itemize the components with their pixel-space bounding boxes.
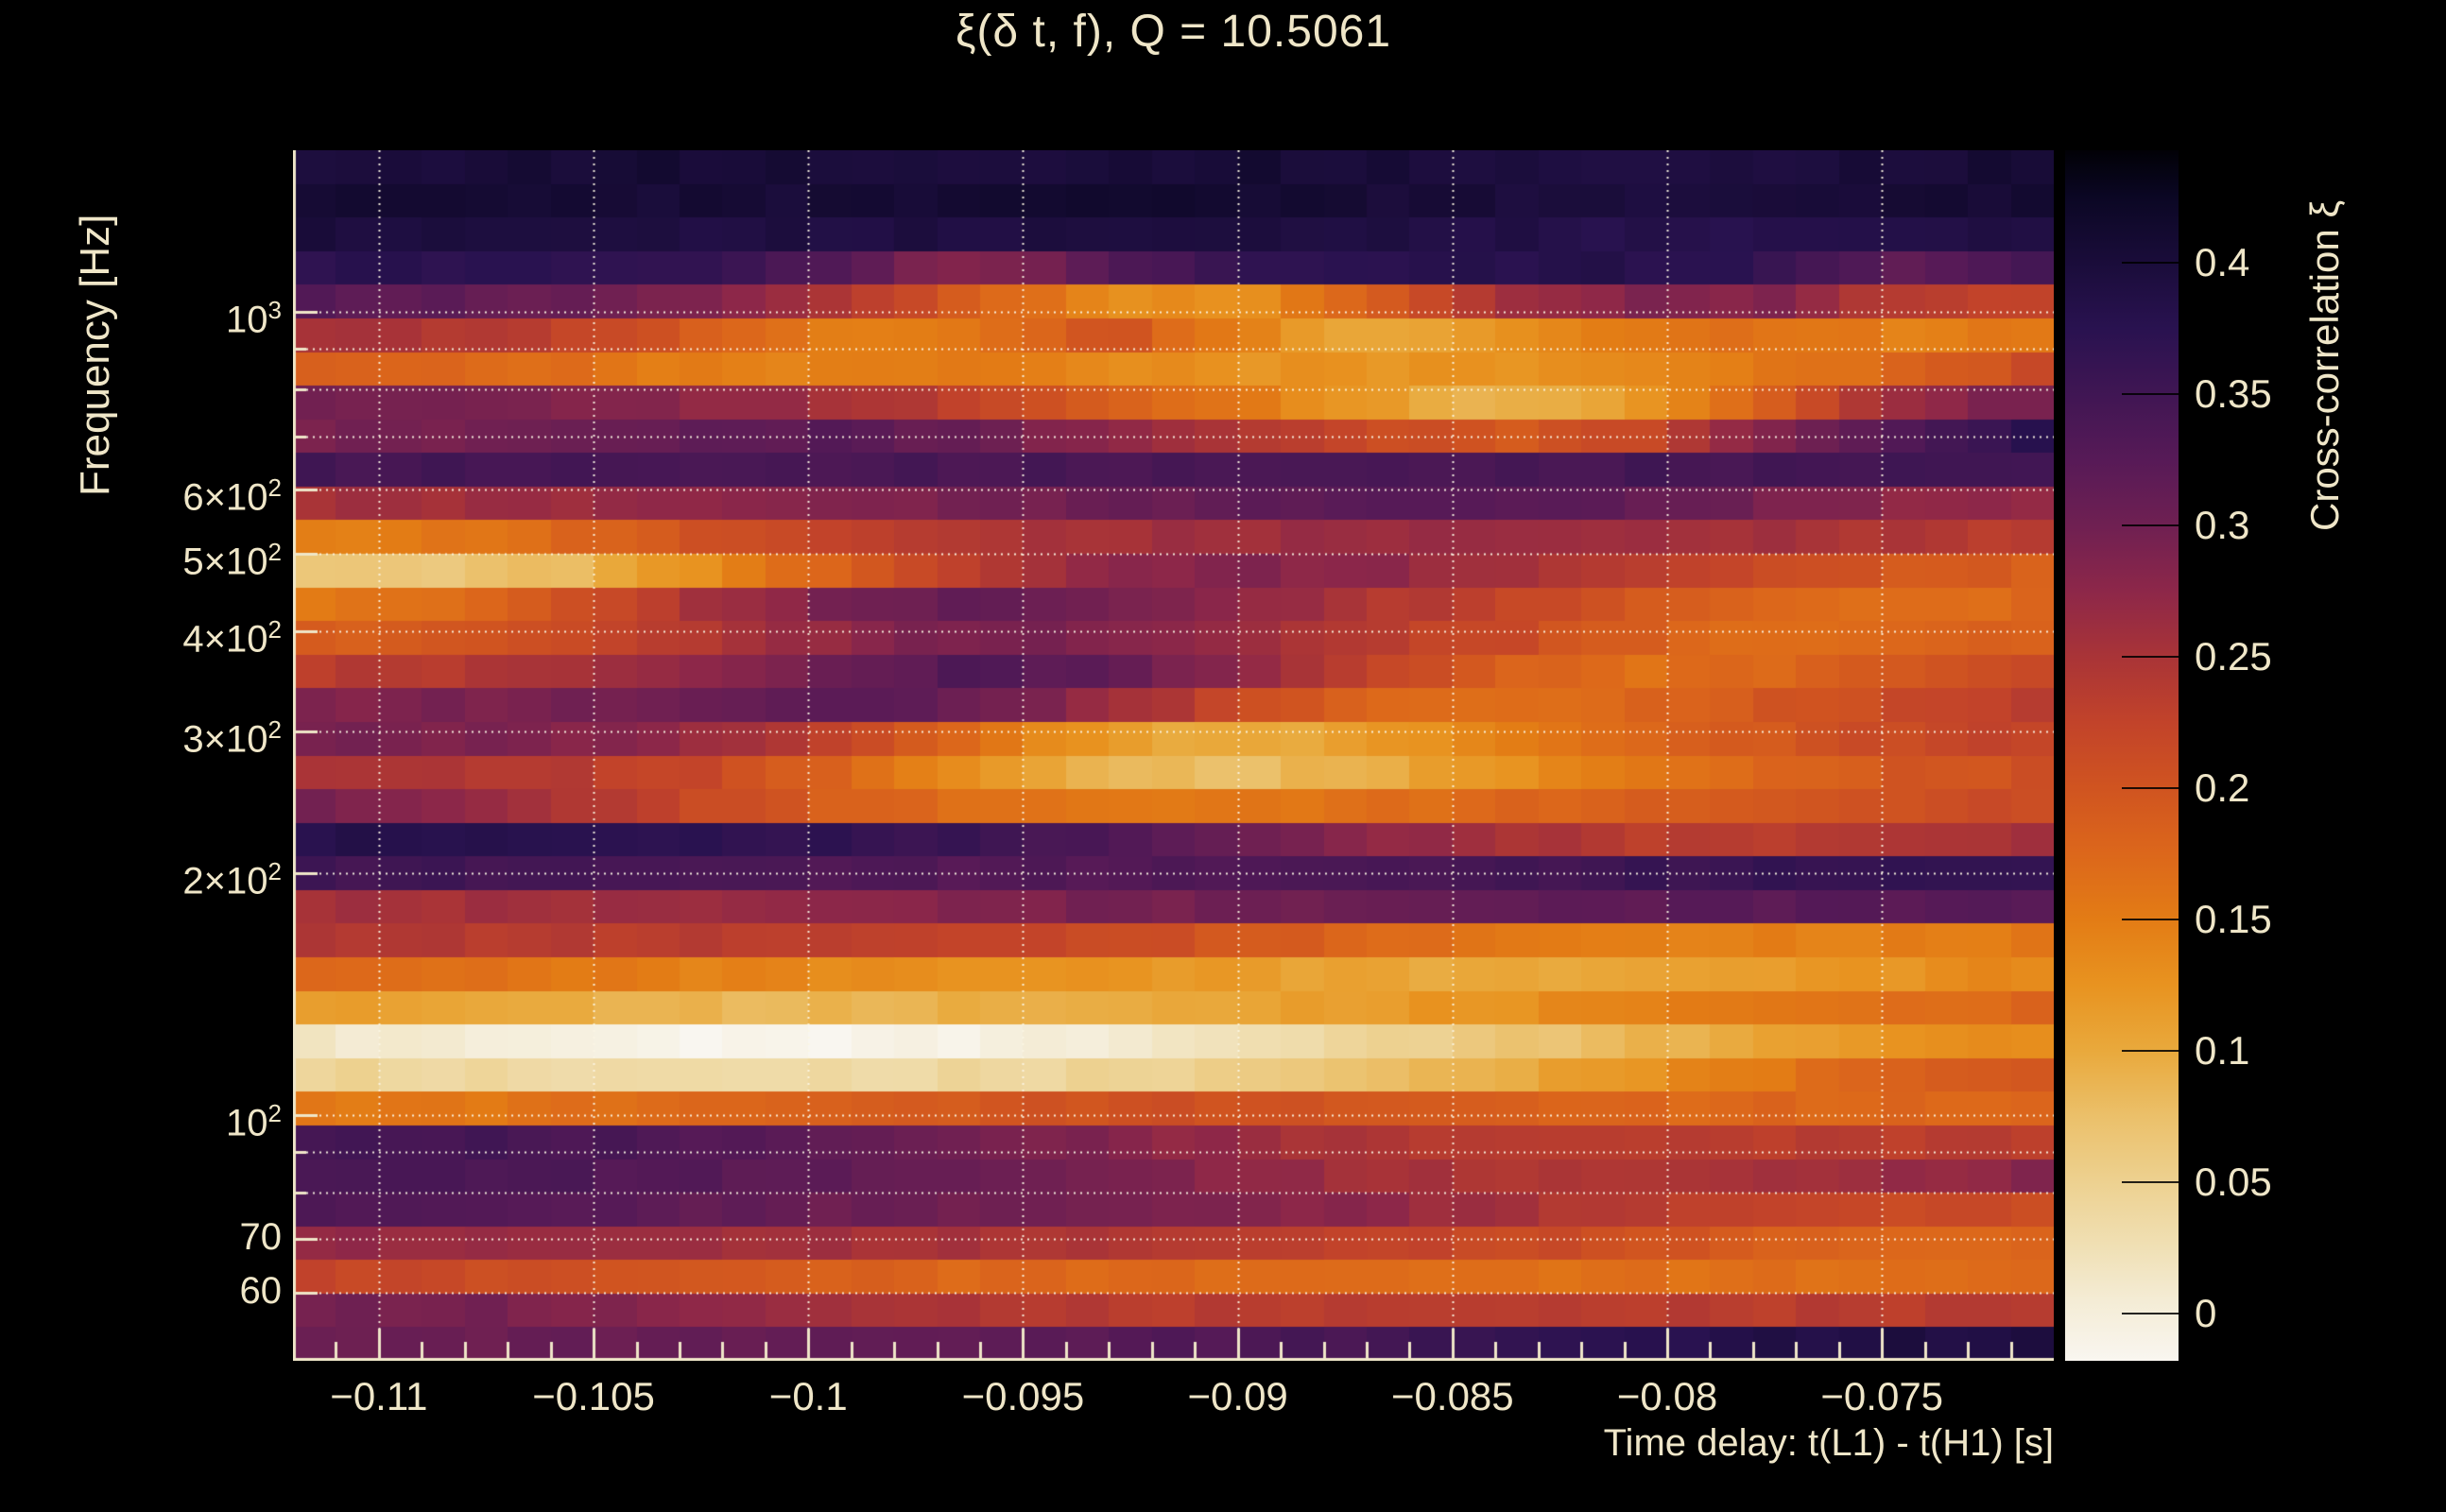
colorbar-tick-label: 0.05: [2195, 1160, 2272, 1205]
x-tick-label: −0.095: [961, 1374, 1085, 1418]
colorbar-tick: [2122, 656, 2179, 659]
y-tick-label: 103: [226, 295, 282, 341]
colorbar-tick-label: 0: [2195, 1290, 2217, 1335]
colorbar-tick: [2122, 1050, 2179, 1053]
y-tick-label: 4×102: [182, 615, 282, 661]
x-tick-label: −0.11: [330, 1374, 428, 1418]
plot-title: ξ(δ t, f), Q = 10.5061: [955, 7, 1392, 57]
colorbar-title: Cross-correlation ξ: [2302, 199, 2347, 531]
x-tick-label: −0.085: [1391, 1374, 1514, 1418]
x-tick-label: −0.1: [768, 1374, 848, 1418]
colorbar-tick-label: 0.2: [2195, 765, 2250, 811]
y-tick-label: 60: [239, 1270, 283, 1313]
colorbar-tick: [2122, 1181, 2179, 1184]
colorbar-tick: [2122, 262, 2179, 265]
colorbar-tick-label: 0.15: [2195, 897, 2272, 942]
colorbar-tick: [2122, 787, 2179, 790]
y-tick-label: 6×102: [182, 473, 282, 519]
x-tick-label: −0.09: [1187, 1374, 1288, 1418]
colorbar-tick-label: 0.4: [2195, 240, 2250, 285]
y-tick-label: 3×102: [182, 715, 282, 761]
y-tick-label: 102: [226, 1098, 282, 1144]
y-tick-label: 2×102: [182, 856, 282, 902]
colorbar-tick-label: 0.1: [2195, 1028, 2250, 1074]
colorbar-tick: [2122, 393, 2179, 396]
x-tick-label: −0.075: [1820, 1374, 1944, 1418]
colorbar-tick: [2122, 524, 2179, 527]
heatmap-canvas: [293, 150, 2054, 1361]
colorbar-tick-label: 0.3: [2195, 503, 2250, 548]
x-axis-title: Time delay: t(L1) - t(H1) [s]: [1603, 1422, 2054, 1464]
x-tick-label: −0.105: [532, 1374, 655, 1418]
y-tick-label: 5×102: [182, 537, 282, 583]
x-tick-label: −0.08: [1616, 1374, 1718, 1418]
colorbar-tick: [2122, 1312, 2179, 1314]
colorbar-tick-label: 0.25: [2195, 634, 2272, 679]
y-tick-label: 70: [239, 1216, 283, 1259]
colorbar-tick: [2122, 919, 2179, 921]
y-axis-title: Frequency [Hz]: [72, 214, 118, 496]
colorbar-gradient: [2065, 150, 2179, 1361]
colorbar-tick-label: 0.35: [2195, 371, 2272, 417]
